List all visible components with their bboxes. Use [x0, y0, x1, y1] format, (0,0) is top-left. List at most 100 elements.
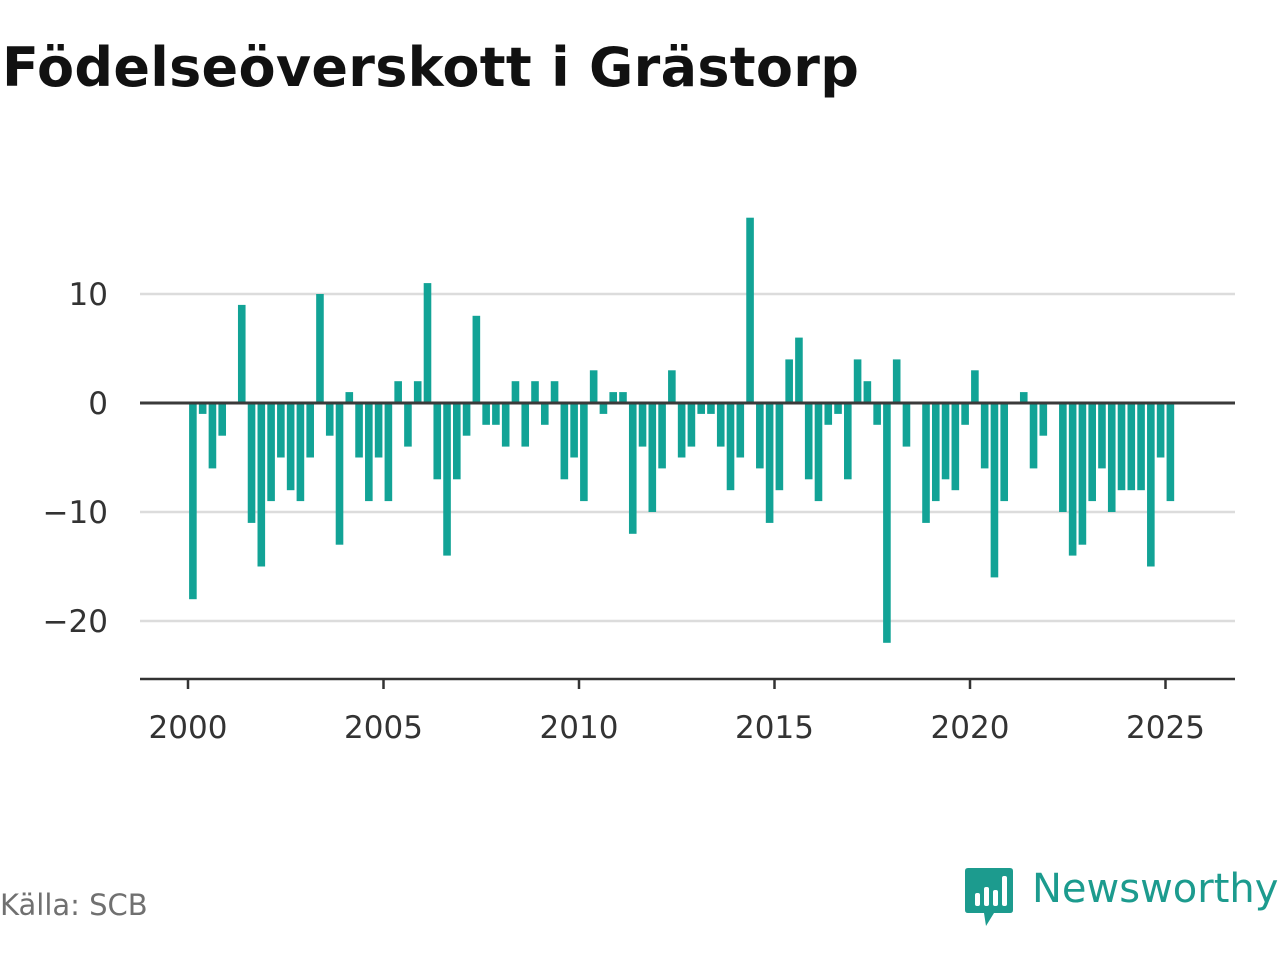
bar — [560, 403, 569, 480]
bar — [1029, 403, 1038, 469]
bar — [1059, 403, 1067, 512]
bar — [237, 304, 246, 403]
bar — [687, 403, 696, 447]
bar — [355, 403, 363, 458]
bar — [1068, 403, 1077, 556]
bar — [892, 359, 901, 403]
bar — [716, 403, 725, 447]
bar — [775, 403, 784, 491]
bar — [677, 403, 686, 458]
bar — [1117, 403, 1126, 491]
bar — [1137, 403, 1145, 491]
bar-chart: 10 0 −10 −20 2000 2005 2010 2015 2020 2025 — [43, 217, 1235, 746]
bar — [267, 403, 275, 502]
x-tick-label: 2010 — [540, 710, 619, 746]
bar — [980, 403, 989, 469]
bar — [804, 403, 813, 480]
bar — [374, 403, 383, 458]
bar — [961, 403, 969, 425]
bar — [550, 381, 559, 403]
bar — [384, 403, 393, 502]
bar — [746, 217, 754, 403]
bar — [619, 392, 627, 403]
x-axis-ticks: 2000 2005 2010 2015 2020 2025 — [149, 679, 1205, 746]
bar — [247, 403, 256, 523]
bar — [628, 403, 637, 534]
bars — [189, 217, 1175, 643]
bar — [873, 403, 881, 425]
y-axis-ticks: 10 0 −10 −20 — [43, 277, 108, 640]
bar — [345, 392, 354, 403]
bar — [1147, 403, 1155, 567]
bar — [951, 403, 960, 491]
bar — [726, 403, 735, 491]
bar — [941, 403, 950, 480]
bar — [1098, 403, 1106, 469]
bar — [462, 403, 471, 436]
bar — [922, 403, 930, 523]
bar — [325, 403, 334, 436]
bar — [404, 403, 412, 447]
bar — [824, 403, 833, 425]
bar — [511, 381, 520, 403]
y-tick-label: −20 — [43, 604, 108, 640]
bar — [296, 403, 305, 502]
bar — [1039, 403, 1048, 436]
bar — [990, 403, 999, 578]
bar — [453, 403, 461, 480]
bar — [765, 403, 774, 523]
bar — [785, 359, 793, 403]
brand[interactable]: Newsworthy — [964, 866, 1278, 928]
bar — [335, 403, 344, 545]
bar — [277, 403, 285, 458]
bar — [697, 403, 705, 414]
bar — [1088, 403, 1096, 502]
bar — [1156, 403, 1165, 458]
bar — [863, 381, 872, 403]
bar — [394, 381, 402, 403]
bar — [365, 403, 373, 502]
source-label: Källa: SCB — [0, 888, 148, 922]
bar — [286, 403, 295, 491]
bar — [609, 392, 618, 403]
bar — [540, 403, 549, 425]
newsworthy-logo-icon — [965, 868, 1013, 926]
bar — [433, 403, 442, 480]
x-tick-label: 2015 — [735, 710, 814, 746]
bar — [795, 337, 803, 403]
bar — [638, 403, 647, 447]
bar — [1078, 403, 1087, 545]
bar — [902, 403, 911, 447]
bar — [668, 370, 676, 403]
bar — [531, 381, 539, 403]
bar — [257, 403, 266, 567]
bar — [707, 403, 715, 414]
bar — [218, 403, 227, 436]
bar — [208, 403, 217, 469]
bar — [883, 403, 891, 643]
bar — [1166, 403, 1175, 502]
bar — [658, 403, 666, 469]
bar — [198, 403, 207, 414]
bar — [1000, 403, 1009, 502]
bar — [599, 403, 608, 414]
bar — [472, 315, 481, 403]
bar — [501, 403, 510, 447]
bar — [648, 403, 657, 512]
y-tick-label: 10 — [69, 277, 108, 313]
bar — [189, 403, 197, 600]
y-tick-label: −10 — [43, 495, 108, 531]
y-tick-label: 0 — [88, 386, 108, 422]
bar — [834, 403, 842, 414]
brand-name: Newsworthy — [1032, 866, 1279, 912]
x-tick-label: 2020 — [931, 710, 1010, 746]
bar — [1019, 392, 1028, 403]
x-tick-label: 2025 — [1126, 710, 1205, 746]
bar — [971, 370, 979, 403]
bar — [580, 403, 588, 502]
x-tick-label: 2005 — [344, 710, 423, 746]
bar — [814, 403, 823, 502]
bar — [1127, 403, 1136, 491]
bar — [413, 381, 422, 403]
bar — [1107, 403, 1116, 512]
